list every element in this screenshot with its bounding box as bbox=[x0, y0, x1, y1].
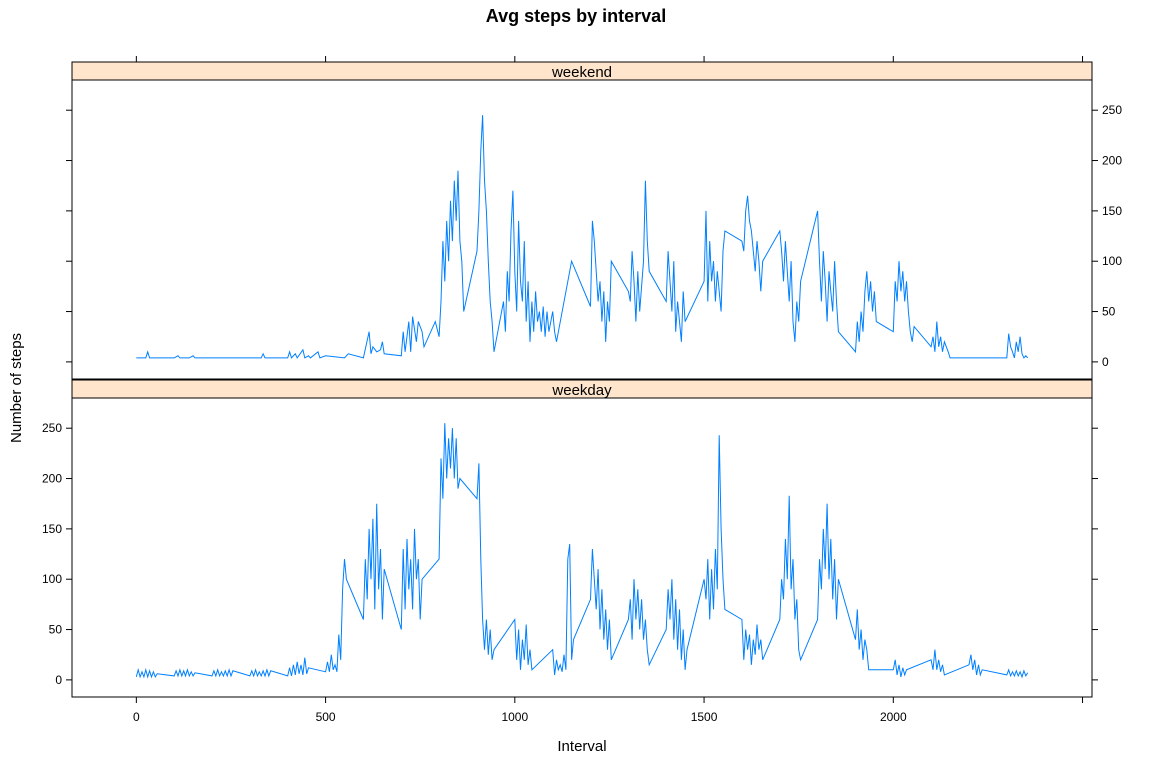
y-tick-label-weekend-150: 150 bbox=[1102, 204, 1122, 218]
y-tick-label-weekday-100: 100 bbox=[42, 572, 62, 586]
y-tick-label-weekday-200: 200 bbox=[42, 472, 62, 486]
x-tick-label-2000: 2000 bbox=[880, 710, 907, 724]
chart-title: Avg steps by interval bbox=[486, 6, 666, 26]
panel-weekend: weekend 0 50 100 150 200 250 bbox=[66, 56, 1122, 380]
y-tick-label-weekday-0: 0 bbox=[55, 673, 62, 687]
y-tick-label-weekend-50: 50 bbox=[1102, 305, 1116, 319]
series-line-weekday bbox=[135, 423, 1029, 679]
x-tick-label-500: 500 bbox=[316, 710, 336, 724]
x-tick-label-1000: 1000 bbox=[501, 710, 528, 724]
x-tick-label-1500: 1500 bbox=[691, 710, 718, 724]
panel-weekday: weekday 0 50 100 150 200 250 0 500 1000 1500 2000 bbox=[42, 379, 1098, 724]
series-line-weekend bbox=[136, 115, 1029, 359]
y-axis-label: Number of steps bbox=[8, 333, 25, 443]
y-tick-label-weekend-250: 250 bbox=[1102, 103, 1122, 117]
y-tick-label-weekend-200: 200 bbox=[1102, 154, 1122, 168]
y-tick-label-weekend-100: 100 bbox=[1102, 254, 1122, 268]
y-tick-label-weekday-50: 50 bbox=[49, 623, 63, 637]
y-tick-label-weekday-150: 150 bbox=[42, 522, 62, 536]
x-axis-label: Interval bbox=[557, 738, 606, 755]
plot-frame-weekend bbox=[71, 79, 1093, 380]
strip-label-weekday: weekday bbox=[551, 382, 612, 399]
strip-label-weekend: weekend bbox=[551, 64, 612, 81]
y-tick-label-weekend-0: 0 bbox=[1102, 355, 1109, 369]
x-tick-label-0: 0 bbox=[133, 710, 140, 724]
plot-frame-weekday bbox=[71, 397, 1093, 698]
y-tick-label-weekday-250: 250 bbox=[42, 421, 62, 435]
panels: weekend 0 50 100 150 200 250 weekday 0 50 100 150 20… bbox=[42, 56, 1122, 724]
